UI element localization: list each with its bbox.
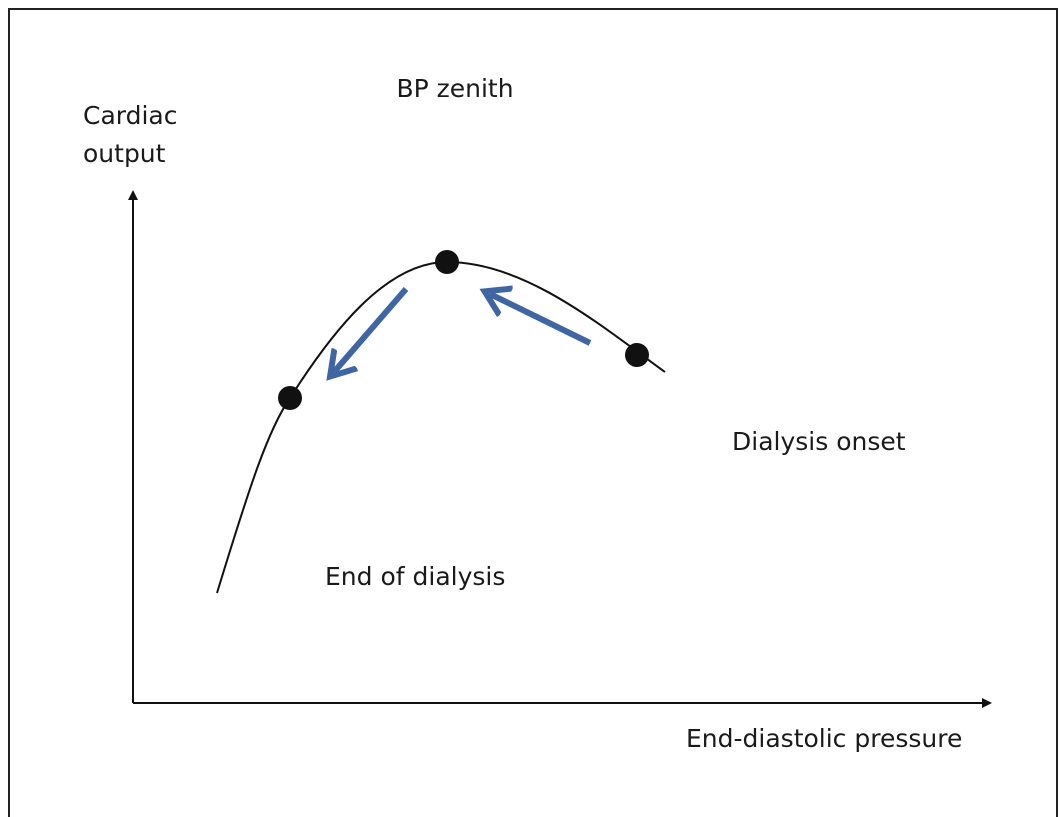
annotation: End of dialysis bbox=[325, 562, 505, 591]
y-axis-label: Cardiac bbox=[83, 101, 178, 130]
arrow bbox=[490, 294, 592, 346]
x-axis-label: End-diastolic pressure bbox=[686, 724, 962, 753]
y-axis-label: output bbox=[83, 139, 166, 168]
annotation: BP zenith bbox=[396, 74, 513, 103]
curve bbox=[216, 260, 666, 594]
point bbox=[278, 386, 302, 410]
annotation: Dialysis onset bbox=[732, 427, 906, 456]
point bbox=[435, 250, 459, 274]
frame bbox=[8, 8, 1058, 817]
point bbox=[625, 343, 649, 367]
arrow bbox=[334, 287, 409, 372]
